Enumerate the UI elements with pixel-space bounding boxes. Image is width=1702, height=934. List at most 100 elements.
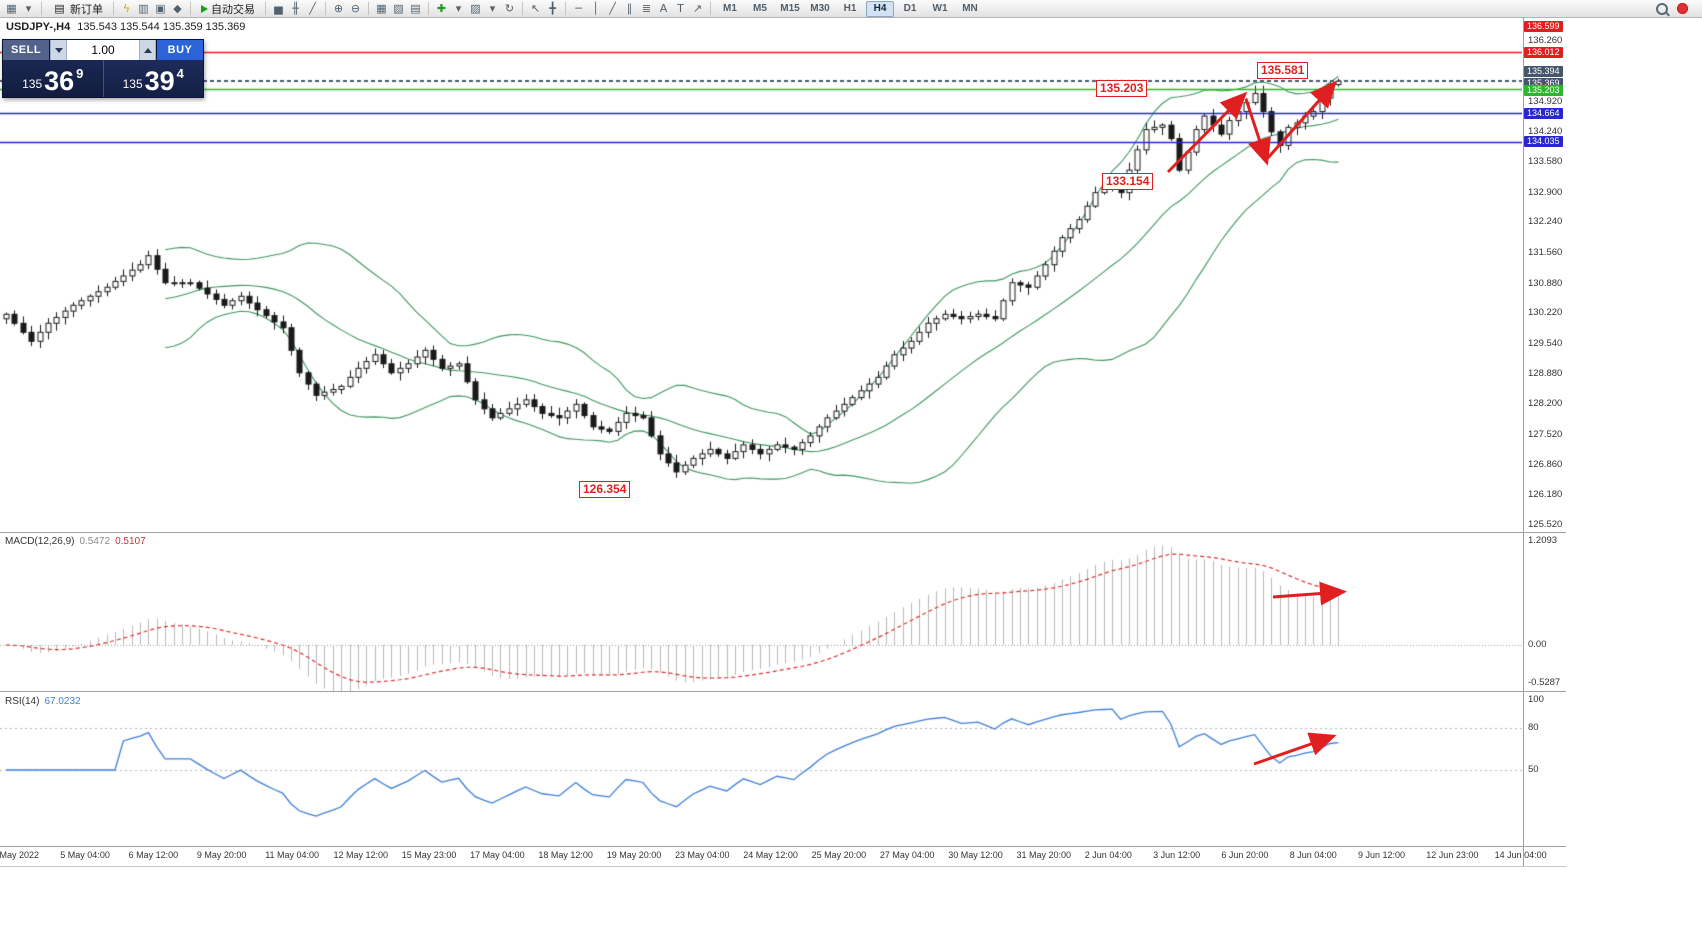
time-axis-label: 6 Jun 20:00 [1221,850,1269,860]
price-annotation-135.203[interactable]: 135.203 [1096,80,1148,97]
panel-separator[interactable] [0,691,1566,692]
macd-value: 0.5472 [79,536,111,547]
add-indicator-icon[interactable]: ✚ [436,2,447,15]
new-order-button[interactable]: ▤ 新订单 [47,1,108,16]
chart-title: USDJPY-,H4 135.543 135.544 135.359 135.3… [6,21,245,33]
vertical-line-icon[interactable]: │ [592,2,599,15]
lightning-icon[interactable]: ϟ [122,2,131,15]
time-axis-label: 3 Jun 12:00 [1153,850,1201,860]
rsi-scale-label: 50 [1528,764,1539,775]
price-badge-136.012: 136.012 [1524,46,1563,58]
crosshair-icon[interactable]: ╋ [549,2,556,15]
price-badge-135.369: 135.369 [1524,77,1563,89]
cascade-windows-icon[interactable]: ▧ [393,2,404,15]
toolbar-separator [522,2,523,15]
timeframe-h1-button[interactable]: H1 [843,2,857,14]
price-axis-tick: 131.560 [1528,247,1563,258]
price-chart-canvas[interactable] [0,17,1522,533]
horizontal-line-icon[interactable]: ─ [575,2,582,15]
price-axis-tick: 132.240 [1528,216,1563,228]
lot-decrease-button[interactable] [50,40,67,60]
zoom-in-icon[interactable]: ⊕ [333,2,344,15]
toolbar-separator [190,2,191,15]
timeframe-w1-button[interactable]: W1 [932,2,948,14]
market-watch-icon[interactable]: ▥ [138,2,149,15]
cursor-icon[interactable]: ↖ [530,2,541,15]
line-chart-icon[interactable]: ╱ [309,2,316,15]
time-axis-label: 5 May 04:00 [60,850,110,860]
price-badge-135.203: 135.203 [1524,85,1563,97]
sell-button[interactable]: SELL [3,40,50,60]
rsi-scale-label: 100 [1528,694,1544,705]
rsi-panel-canvas[interactable] [0,692,1522,846]
price-badge-134.035: 134.035 [1524,136,1563,148]
timeframe-d1-button[interactable]: D1 [903,2,917,14]
price-axis-tick: 126.860 [1528,458,1563,470]
trendline-icon[interactable]: ╱ [609,2,616,15]
lot-size-input[interactable] [67,40,139,60]
label-icon[interactable]: T [677,2,684,15]
lot-increase-button[interactable] [139,40,156,60]
arrange-windows-icon[interactable]: ▤ [410,2,421,15]
price-axis[interactable]: 136.260135.600134.920134.240133.580132.9… [1524,17,1570,866]
templates-icon[interactable]: ▨ [470,2,481,15]
toolbar-separator [113,2,114,15]
notification-icon[interactable] [1677,3,1688,14]
time-axis-label: 12 May 12:00 [333,850,389,860]
toolbar-separator [710,2,711,15]
timeframe-mn-button[interactable]: MN [962,2,978,14]
timeframe-h4-button[interactable]: H4 [866,0,894,17]
buy-button[interactable]: BUY [156,40,203,60]
time-axis-label: 25 May 20:00 [811,850,867,860]
sell-price-display[interactable]: 135 36 9 [3,60,104,97]
candlestick-chart-icon[interactable]: ▦ [6,2,17,15]
candlestick-icon[interactable]: ╫ [292,2,299,15]
macd-name: MACD(12,26,9) [5,536,75,547]
data-window-icon[interactable]: ▣ [155,2,166,15]
chevron-down-icon[interactable]: ▾ [489,2,496,15]
timeframe-m30-button[interactable]: M30 [810,2,830,14]
price-badge-136.599: 136.599 [1524,20,1563,32]
one-click-trading-panel: SELL BUY 135 36 9 135 39 4 [2,39,204,98]
time-axis-label: 12 Jun 23:00 [1426,850,1479,860]
refresh-icon[interactable]: ↻ [504,2,515,15]
panel-separator[interactable] [0,532,1566,533]
price-axis-separator [1523,17,1524,866]
time-axis-label: 9 Jun 12:00 [1358,850,1406,860]
price-axis-tick: 136.260 [1528,35,1563,47]
timeframe-m15-button[interactable]: M15 [780,2,800,14]
price-axis-tick: 128.200 [1528,398,1563,410]
macd-signal-value: 0.5107 [115,536,146,547]
buy-price-sup: 4 [176,66,184,81]
rsi-value: 67.0232 [44,696,81,707]
time-axis-label: 11 May 04:00 [265,850,320,860]
timeframe-m1-button[interactable]: M1 [723,2,737,14]
price-annotation-126.354[interactable]: 126.354 [579,481,631,498]
buy-price-display[interactable]: 135 39 4 [104,60,204,97]
time-axis[interactable]: 4 May 2022 5 May 04:00 6 May 12:00 9 May 20… [0,848,1560,865]
chevron-down-icon[interactable]: ▾ [25,2,32,15]
fibonacci-icon[interactable]: ≣ [641,2,652,15]
arrow-tool-icon[interactable]: ↗ [692,2,703,15]
macd-panel-canvas[interactable] [0,533,1522,691]
bar-chart-icon[interactable]: ▅ [274,2,283,15]
search-icon[interactable] [1656,2,1668,15]
tile-windows-icon[interactable]: ▦ [376,2,387,15]
macd-scale-label: -0.5287 [1528,677,1561,688]
rsi-name: RSI(14) [5,696,40,707]
timeframe-m5-button[interactable]: M5 [753,2,767,14]
price-annotation-135.581[interactable]: 135.581 [1257,62,1309,79]
panel-separator [0,846,1566,847]
ohlc-values: 135.543 135.544 135.359 135.369 [77,21,246,33]
toolbar-separator [565,2,566,15]
triangle-up-icon [143,47,152,53]
toolbar-separator [428,2,429,15]
price-annotation-133.154[interactable]: 133.154 [1102,173,1154,190]
time-axis-label: 30 May 12:00 [948,850,1003,860]
chevron-down-icon[interactable]: ▾ [455,2,462,15]
text-icon[interactable]: A [659,2,668,15]
zoom-out-icon[interactable]: ⊖ [350,2,361,15]
autotrade-button[interactable]: 自动交易 [196,1,260,16]
navigator-icon[interactable]: ◆ [173,2,182,15]
channel-icon[interactable]: ∥ [626,2,633,15]
